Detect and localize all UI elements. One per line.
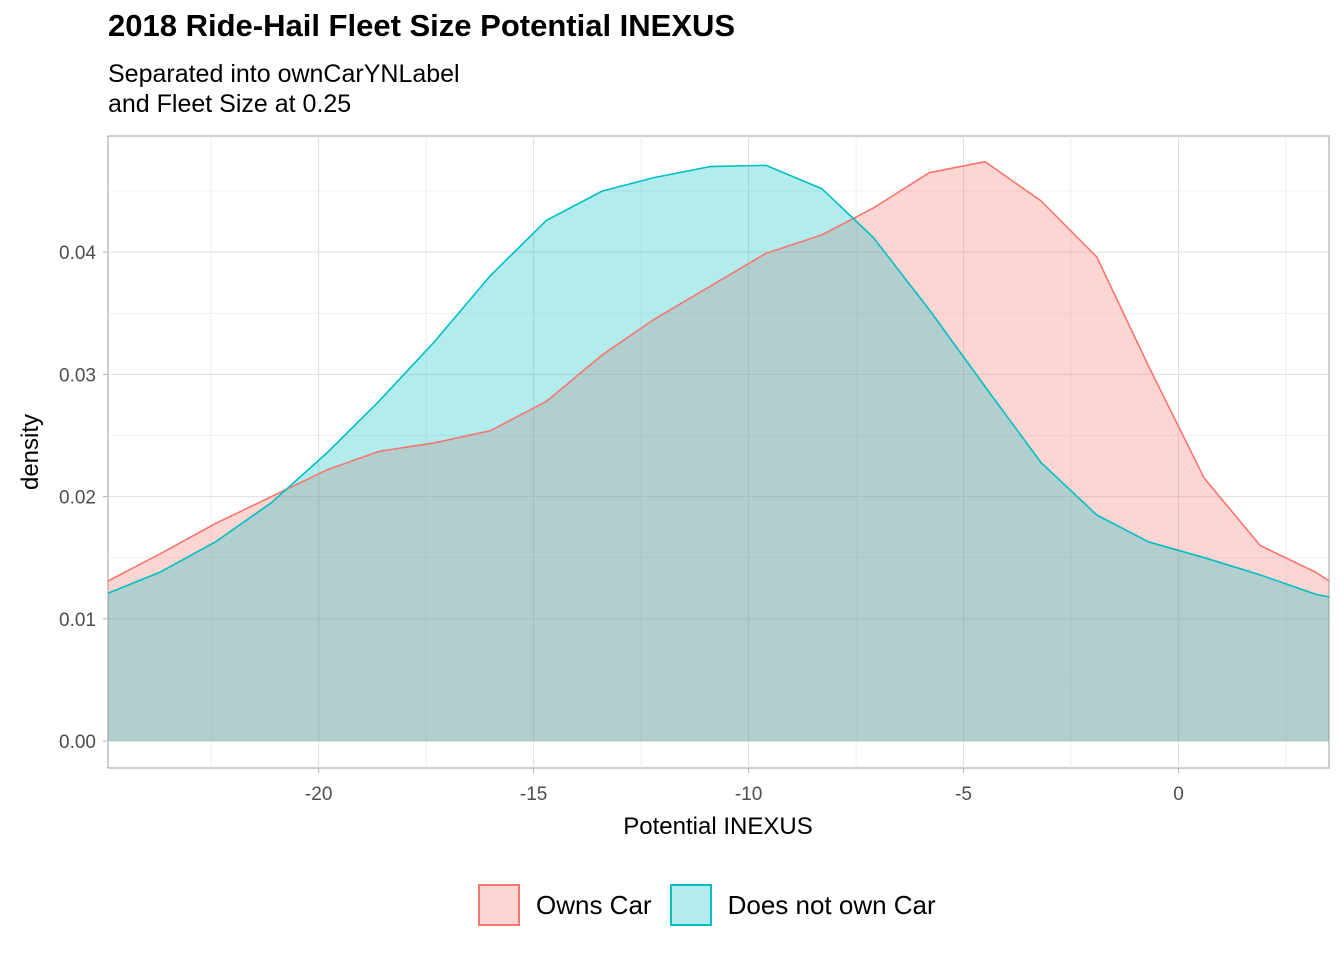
legend-key-owns-car [478,884,520,926]
y-tick-label: 0.02 [59,488,96,509]
x-tick-label: -5 [955,784,972,805]
legend-item-owns-car: Owns Car [478,884,652,926]
density-areas [108,161,1329,742]
density-area-series-0 [108,161,1329,742]
chart-title: 2018 Ride-Hail Fleet Size Potential INEX… [108,8,736,43]
legend-item-does-not-own-car: Does not own Car [669,884,936,926]
density-line-series-1 [107,164,1330,598]
y-axis-title: density [17,414,44,490]
plot-panel [107,135,1330,769]
legend-key-does-not-own-car [669,884,712,926]
chart-subtitle-line-2: and Fleet Size at 0.25 [108,90,352,118]
density-plot: -20 -15 -10 -5 0 0.00 0.01 0.02 0.03 0.04 Potenti… [17,135,1330,840]
y-tick-label: 0.01 [59,610,96,631]
x-tick-label: 0 [1173,784,1184,805]
axis-ticks: -20 -15 -10 -5 0 0.00 0.01 0.02 0.03 0.04 [59,243,1184,805]
density-line-series-0 [107,160,1330,582]
legend-label-owns-car: Owns Car [536,889,652,920]
density-area-series-1 [108,165,1329,742]
y-tick-label: 0.03 [59,365,96,386]
density-lines [107,160,1330,598]
chart-subtitle-line-1: Separated into ownCarYNLabel [108,60,460,88]
y-tick-label: 0.04 [59,243,96,264]
x-tick-label: -20 [305,784,332,805]
y-tick-label: 0.00 [59,732,96,753]
x-tick-label: -10 [735,784,762,805]
x-axis-title: Potential INEXUS [623,813,812,840]
x-tick-label: -15 [520,784,547,805]
grid [108,136,1329,768]
legend: Owns Car Does not own Car [478,884,954,926]
legend-label-does-not-own-car: Does not own Car [727,889,936,920]
